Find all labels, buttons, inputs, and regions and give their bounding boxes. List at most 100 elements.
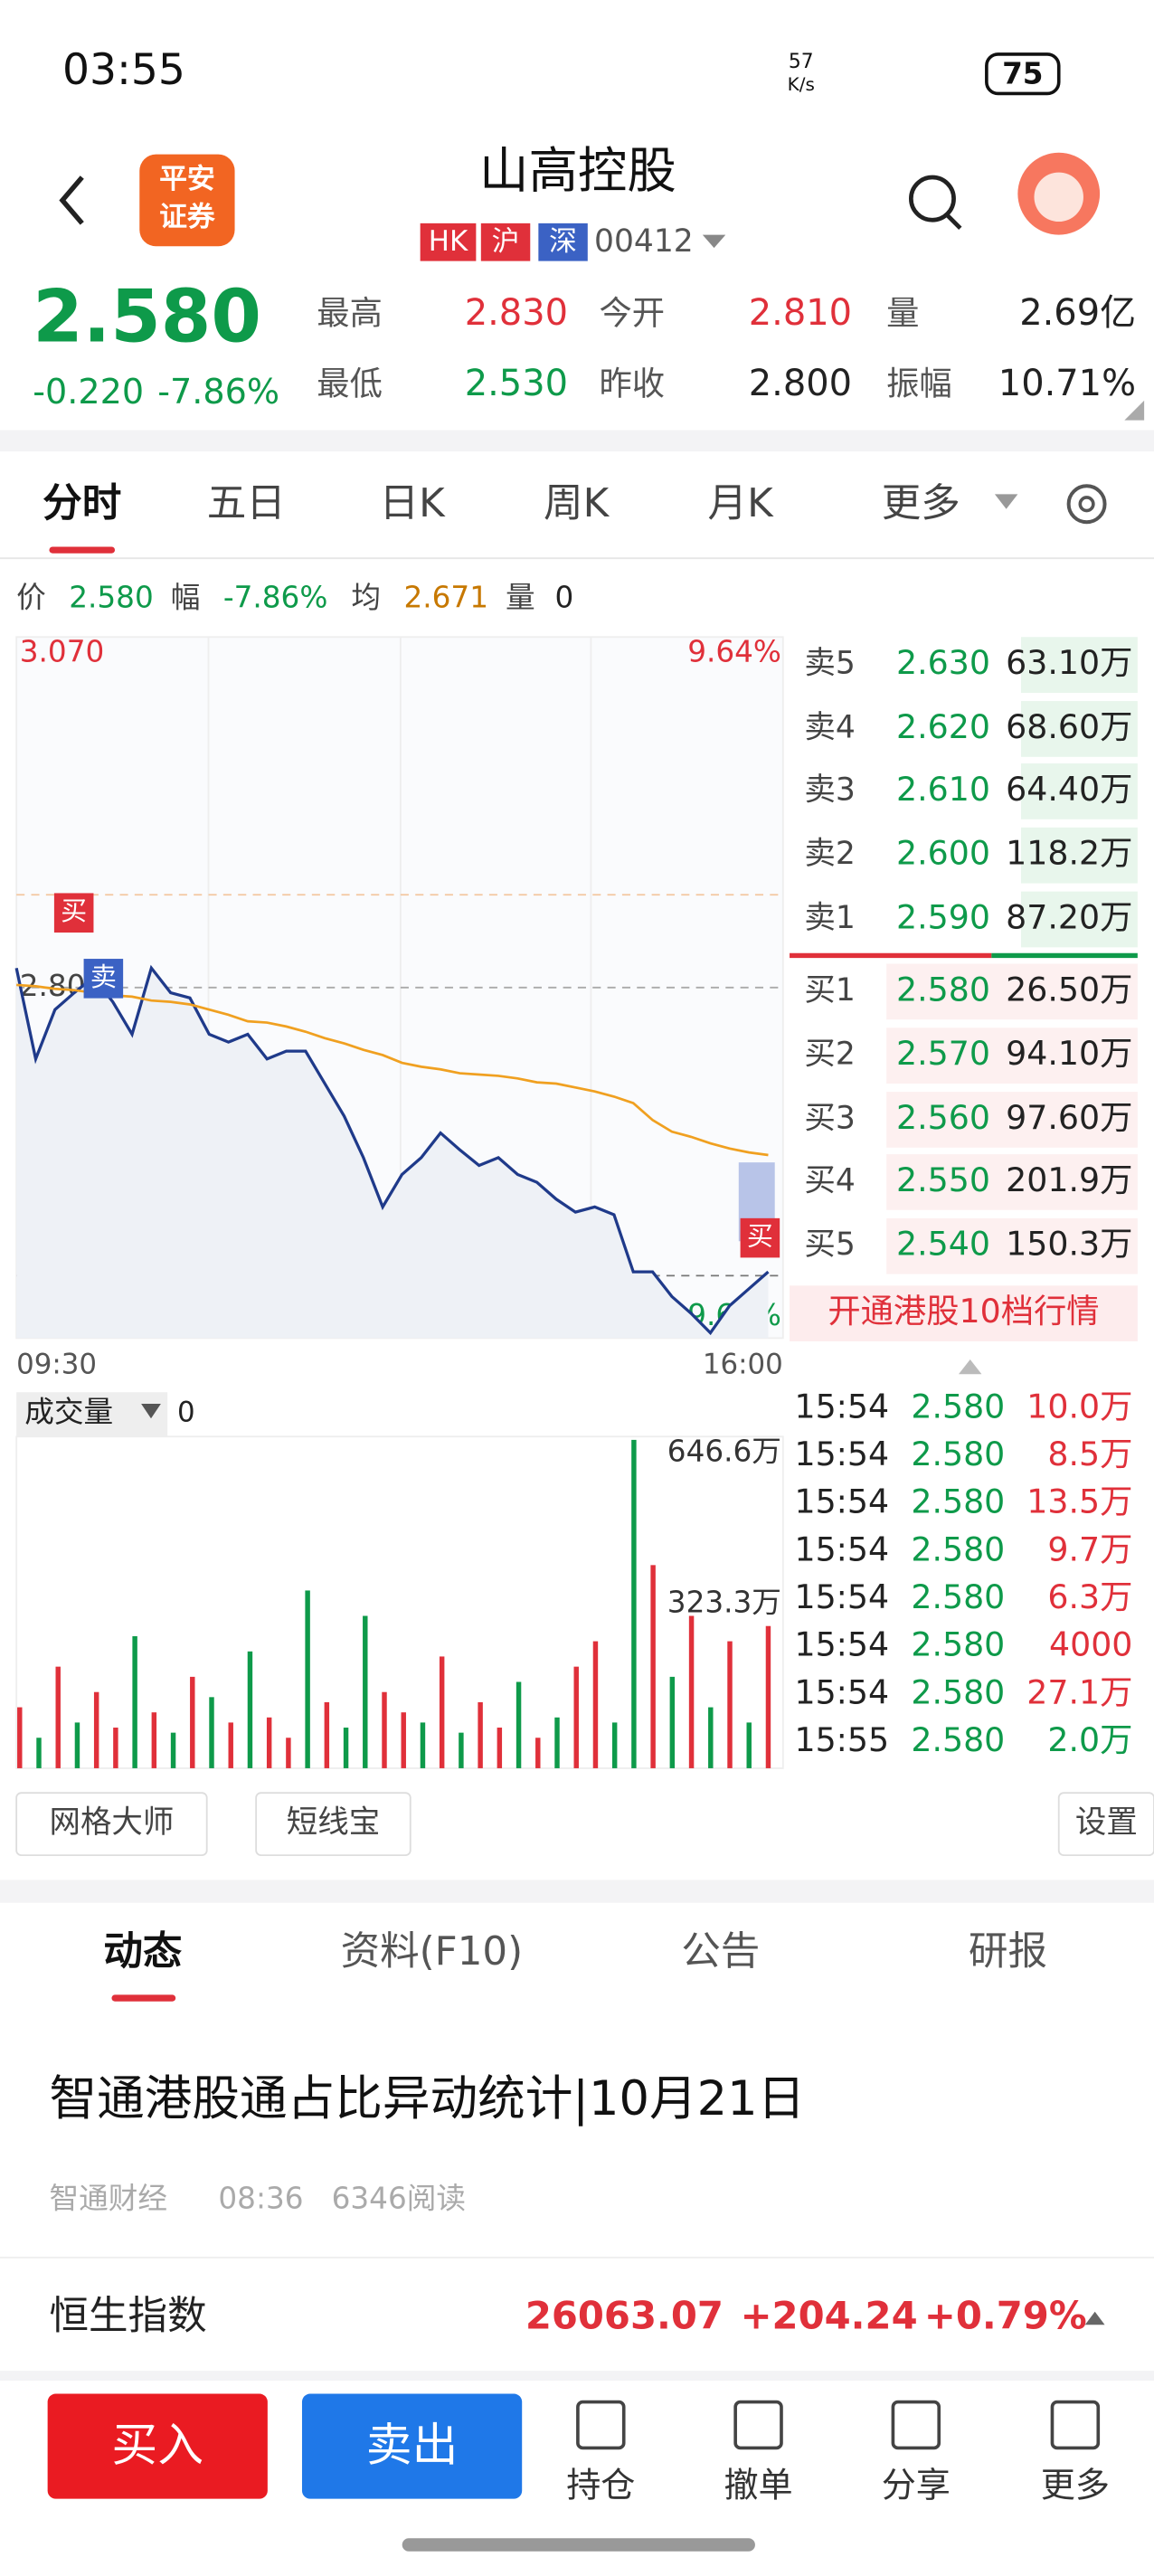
news-time: 08:36	[218, 2181, 303, 2215]
trade-time: 15:54	[794, 1672, 889, 1711]
expand[interactable]	[1084, 2311, 1105, 2325]
trade-volume: 4000	[1049, 1625, 1132, 1664]
x-tick-label: 09:30	[16, 1349, 97, 1381]
trade-marker[interactable]	[740, 1217, 780, 1258]
volume-title: 成交量	[24, 1395, 113, 1429]
action-label: 更多	[1041, 2465, 1110, 2505]
broker-logo[interactable]	[139, 154, 235, 247]
dropdown[interactable]	[994, 494, 1018, 509]
volume-bar	[631, 1439, 637, 1768]
tab-underline	[111, 1994, 176, 2002]
volume-bar	[516, 1681, 522, 1768]
separator	[0, 2371, 1154, 2381]
volume-bar	[708, 1707, 714, 1768]
action-icon[interactable]	[1050, 2400, 1101, 2450]
chart-tab: 五日	[207, 481, 286, 526]
index-name: 恒生指数	[49, 2294, 206, 2339]
trade-volume: 9.7万	[1047, 1530, 1132, 1568]
volume-bar	[286, 1738, 291, 1768]
volume-bar	[55, 1666, 61, 1768]
market-tag	[420, 223, 477, 261]
stat-label: 量	[886, 294, 919, 333]
trade-price: 2.580	[911, 1482, 1005, 1521]
market-tag	[480, 223, 531, 261]
volume-bar	[554, 1717, 560, 1768]
market-tag-text: 深	[549, 225, 577, 258]
stock-code: 00412	[594, 223, 694, 260]
book-volume: 201.9万	[1006, 1160, 1132, 1199]
volume-bar	[190, 1676, 195, 1768]
index-pct: +0.79%	[924, 2294, 1087, 2338]
stat-label: 振幅	[886, 365, 952, 403]
tool-button[interactable]	[255, 1792, 411, 1857]
action-icon[interactable]	[891, 2400, 941, 2450]
book-price: 2.570	[896, 1034, 990, 1073]
tool-button[interactable]	[15, 1792, 208, 1857]
tool-button[interactable]	[1057, 1792, 1154, 1857]
chart-tab: 月K	[708, 481, 775, 526]
action-label: 分享	[882, 2465, 951, 2505]
price-line	[14, 964, 770, 1336]
trade-marker[interactable]	[53, 893, 94, 933]
dropdown[interactable]	[702, 234, 726, 249]
trade-volume: 10.0万	[1026, 1387, 1132, 1425]
trade-price: 2.580	[911, 1530, 1005, 1568]
action-icon[interactable]	[576, 2400, 626, 2450]
stat-label: 最低	[317, 365, 383, 403]
info-item: 2.580	[69, 581, 153, 615]
volume-bar	[17, 1707, 23, 1768]
book-price: 2.540	[896, 1225, 990, 1264]
volume-bar	[266, 1717, 272, 1768]
book-label: 卖3	[804, 772, 855, 808]
volume-bar	[305, 1590, 310, 1768]
search-icon[interactable]	[909, 175, 956, 223]
info-item: 幅	[171, 581, 201, 615]
volume-header[interactable]	[16, 1392, 168, 1437]
book-volume: 68.60万	[1006, 707, 1132, 746]
volume-bar	[765, 1625, 771, 1768]
book-label: 卖5	[804, 646, 855, 682]
settings-icon[interactable]	[1066, 484, 1107, 525]
volume-bar	[151, 1712, 157, 1768]
buy-button[interactable]	[47, 2393, 268, 2499]
book-volume: 64.40万	[1006, 770, 1132, 809]
action-icon[interactable]	[733, 2400, 783, 2450]
volume-bar	[132, 1635, 137, 1768]
separator	[0, 1880, 1154, 1903]
volume-bar	[401, 1712, 406, 1768]
trade-marker-text: 买	[747, 1221, 773, 1252]
tool-label: 设置	[1075, 1804, 1138, 1841]
price-change-pct: -7.86%	[157, 372, 279, 412]
trade-volume: 2.0万	[1047, 1720, 1132, 1759]
news-tab: 研报	[969, 1929, 1047, 1975]
volume-bar	[324, 1701, 330, 1768]
clock: 03:55	[62, 45, 185, 95]
net-speed-unit: K/s	[788, 73, 815, 95]
logo-text: 平安	[159, 163, 215, 195]
volume-bar	[688, 1615, 695, 1768]
sell-button[interactable]	[301, 2393, 523, 2499]
net-speed: 57	[789, 51, 814, 73]
back-button[interactable]	[59, 175, 84, 225]
book-volume: 97.60万	[1006, 1098, 1132, 1137]
trade-marker[interactable]	[83, 959, 124, 999]
volume-tick-label: 646.6万	[667, 1434, 781, 1468]
depth-bar	[1020, 701, 1138, 757]
trade-price: 2.580	[911, 1625, 1005, 1664]
info-item: 0	[554, 581, 573, 615]
home-indicator	[402, 2538, 755, 2552]
separator	[0, 430, 1154, 452]
depth-bar	[886, 963, 1138, 1020]
price-area	[16, 968, 769, 1339]
y-tick-label: 3.070	[20, 634, 104, 668]
collapse[interactable]	[959, 1359, 982, 1375]
logo-text: 证券	[159, 201, 216, 233]
trade-time: 15:54	[794, 1530, 889, 1568]
upgrade-banner[interactable]	[790, 1285, 1138, 1341]
depth-bar	[886, 1217, 1138, 1274]
volume-bar	[650, 1565, 656, 1768]
volume-bar	[459, 1732, 464, 1768]
info-item: 均	[351, 581, 381, 615]
book-label: 卖1	[804, 900, 855, 936]
news-tab: 资料(F10)	[341, 1929, 524, 1975]
